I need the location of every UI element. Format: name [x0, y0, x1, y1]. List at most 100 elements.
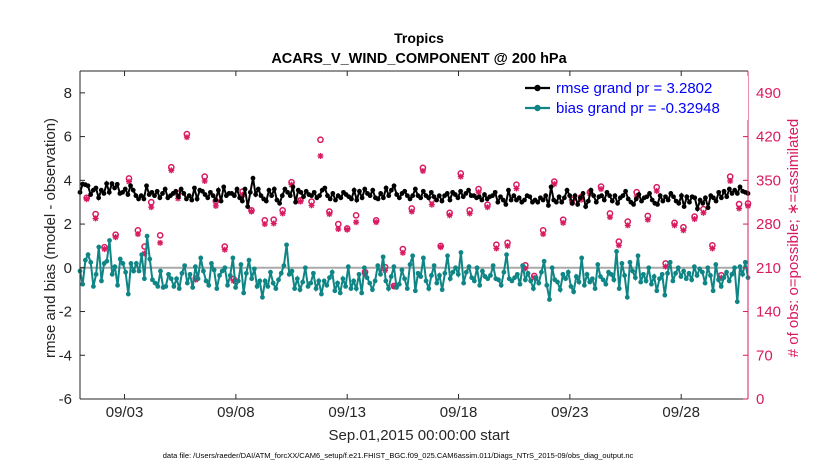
- rmse-series-point: [559, 199, 565, 205]
- bias-series-point: [587, 279, 593, 285]
- bias-series-point: [509, 278, 515, 284]
- bias-series-point: [729, 271, 735, 277]
- obs-assimilated-marker: [183, 134, 190, 141]
- rmse-series-point: [663, 194, 668, 200]
- bias-series-point: [375, 263, 381, 269]
- rmse-series-point: [85, 183, 91, 189]
- rmse-series-point: [290, 184, 296, 190]
- rmse-series-point: [599, 193, 605, 199]
- bias-series-point: [581, 282, 587, 288]
- bias-series-point: [243, 270, 249, 276]
- rmse-series-point: [176, 194, 181, 200]
- bias-series-point: [461, 280, 467, 286]
- bias-series-point: [286, 271, 292, 277]
- bias-series-point: [721, 275, 727, 281]
- rmse-series-point: [213, 197, 219, 203]
- bias-series-point: [520, 263, 526, 269]
- rmse-series-point: [522, 197, 527, 203]
- rmse-series-point: [591, 193, 597, 199]
- bias-series-point: [474, 265, 480, 271]
- bias-series-point: [222, 265, 228, 271]
- bias-series-point: [565, 269, 571, 275]
- rmse-series-point: [431, 194, 437, 200]
- bias-series-point: [201, 268, 206, 274]
- bias-series-point: [420, 255, 426, 261]
- bias-series-point: [471, 278, 477, 284]
- obs-assimilated-marker: [653, 187, 660, 194]
- rmse-series-point: [647, 191, 652, 196]
- bias-series-point: [571, 289, 577, 295]
- rmse-series-point: [282, 186, 288, 192]
- rmse-series-point: [407, 196, 413, 202]
- bias-series-point: [466, 264, 472, 270]
- bias-series-point: [603, 281, 609, 287]
- rmse-series-point: [200, 188, 205, 194]
- obs-assimilated-marker: [437, 244, 444, 251]
- bias-series-point: [211, 267, 217, 273]
- rmse-series-point: [149, 189, 155, 195]
- rmse-series-point: [458, 188, 463, 194]
- rmse-series-point: [625, 196, 631, 202]
- obs-assimilated-marker: [248, 208, 255, 215]
- rmse-series-point: [287, 193, 293, 199]
- bias-series-point: [635, 253, 641, 259]
- obs-assimilated-marker: [504, 242, 511, 249]
- rmse-series-point: [711, 195, 716, 201]
- bias-series-point: [230, 255, 236, 261]
- rmse-series-point: [671, 194, 676, 200]
- rmse-series-point: [106, 189, 112, 195]
- series-lines: [77, 175, 751, 305]
- bias-series-point: [313, 286, 319, 291]
- rmse-series-point: [593, 199, 599, 205]
- rmse-series-point: [359, 195, 365, 201]
- rmse-series-point: [676, 200, 682, 206]
- rmse-series-point: [317, 193, 322, 199]
- bias-series-point: [246, 257, 252, 263]
- bias-series-point: [657, 276, 662, 282]
- y-right-tick-label: 490: [756, 85, 781, 102]
- rmse-series-point: [716, 189, 722, 195]
- rmse-series-point: [98, 187, 104, 193]
- rmse-series-point: [697, 197, 703, 203]
- obs-assimilated-marker: [419, 167, 426, 174]
- rmse-series-point: [687, 199, 692, 205]
- x-tick-label: 09/13: [328, 404, 366, 421]
- obs-assimilated-marker: [428, 201, 435, 208]
- bias-series-point: [426, 286, 432, 291]
- bias-series-point: [649, 281, 654, 287]
- y-tick-label: 6: [64, 129, 72, 146]
- obs-assimilated-marker: [644, 216, 651, 223]
- bias-series-point: [734, 299, 740, 305]
- bias-series-point: [530, 286, 536, 291]
- bias-series-point: [273, 286, 279, 291]
- rmse-series-point: [490, 193, 495, 199]
- y-tick-label: 2: [64, 216, 72, 233]
- obs-assimilated-marker: [736, 205, 743, 212]
- rmse-series-point: [152, 193, 157, 199]
- obs-assimilated-marker: [484, 204, 491, 211]
- bias-series-point: [496, 277, 501, 283]
- bias-series-point: [251, 266, 257, 272]
- rmse-series-point: [434, 197, 440, 203]
- rmse-series-point: [322, 185, 328, 191]
- rmse-series-point: [466, 187, 471, 193]
- rmse-series-point: [349, 196, 354, 202]
- bias-series-point: [203, 278, 209, 284]
- obs-assimilated-marker: [83, 196, 90, 203]
- x-tick-label: 09/08: [217, 404, 255, 421]
- y-right-tick-label: 280: [756, 216, 781, 233]
- bias-series-point: [141, 276, 147, 282]
- bias-series-point: [742, 259, 748, 265]
- rmse-series-point: [724, 194, 730, 200]
- bias-series-point: [718, 283, 724, 289]
- bias-series-point: [144, 233, 150, 239]
- rmse-series-point: [679, 193, 684, 199]
- rmse-series-point: [729, 191, 735, 196]
- rmse-series-point: [173, 188, 179, 194]
- rmse-series-point: [93, 185, 99, 191]
- bias-series-point: [678, 274, 684, 279]
- rmse-series-point: [189, 197, 195, 203]
- obs-assimilated-marker: [598, 186, 605, 193]
- obs-assimilated-marker: [560, 219, 567, 226]
- bias-series-point: [112, 264, 118, 270]
